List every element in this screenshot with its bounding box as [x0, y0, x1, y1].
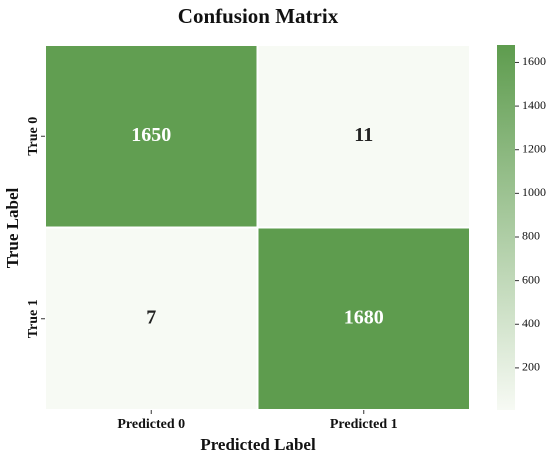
heatmap-cell	[44, 226, 259, 411]
cell-label: 11	[354, 124, 373, 146]
cell-label: 1680	[344, 306, 384, 328]
x-tick-label: Predicted 1	[330, 417, 398, 432]
heatmap-cell	[44, 44, 259, 229]
colorbar-tick-label: 1600	[522, 54, 546, 68]
heatmap-cell	[256, 226, 471, 411]
colorbar-tick-label: 800	[522, 229, 540, 243]
y-axis-label: True Label	[3, 188, 22, 269]
cell-label: 1650	[131, 124, 171, 146]
y-tick-label: True 0	[26, 117, 41, 156]
heatmap-cell	[256, 44, 471, 229]
y-tick-label: True 1	[26, 299, 41, 338]
colorbar-tick-label: 200	[522, 360, 540, 374]
colorbar-tick-label: 1200	[522, 141, 546, 155]
colorbar-tick-label: 1000	[522, 185, 546, 199]
x-axis-label: Predicted Label	[200, 435, 316, 454]
chart-title: Confusion Matrix	[178, 4, 339, 28]
cell-label: 7	[146, 306, 156, 328]
colorbar	[497, 45, 515, 410]
colorbar-tick-label: 400	[522, 316, 540, 330]
colorbar-tick-label: 600	[522, 272, 540, 286]
colorbar-tick-label: 1400	[522, 98, 546, 112]
x-tick-label: Predicted 0	[117, 417, 185, 432]
